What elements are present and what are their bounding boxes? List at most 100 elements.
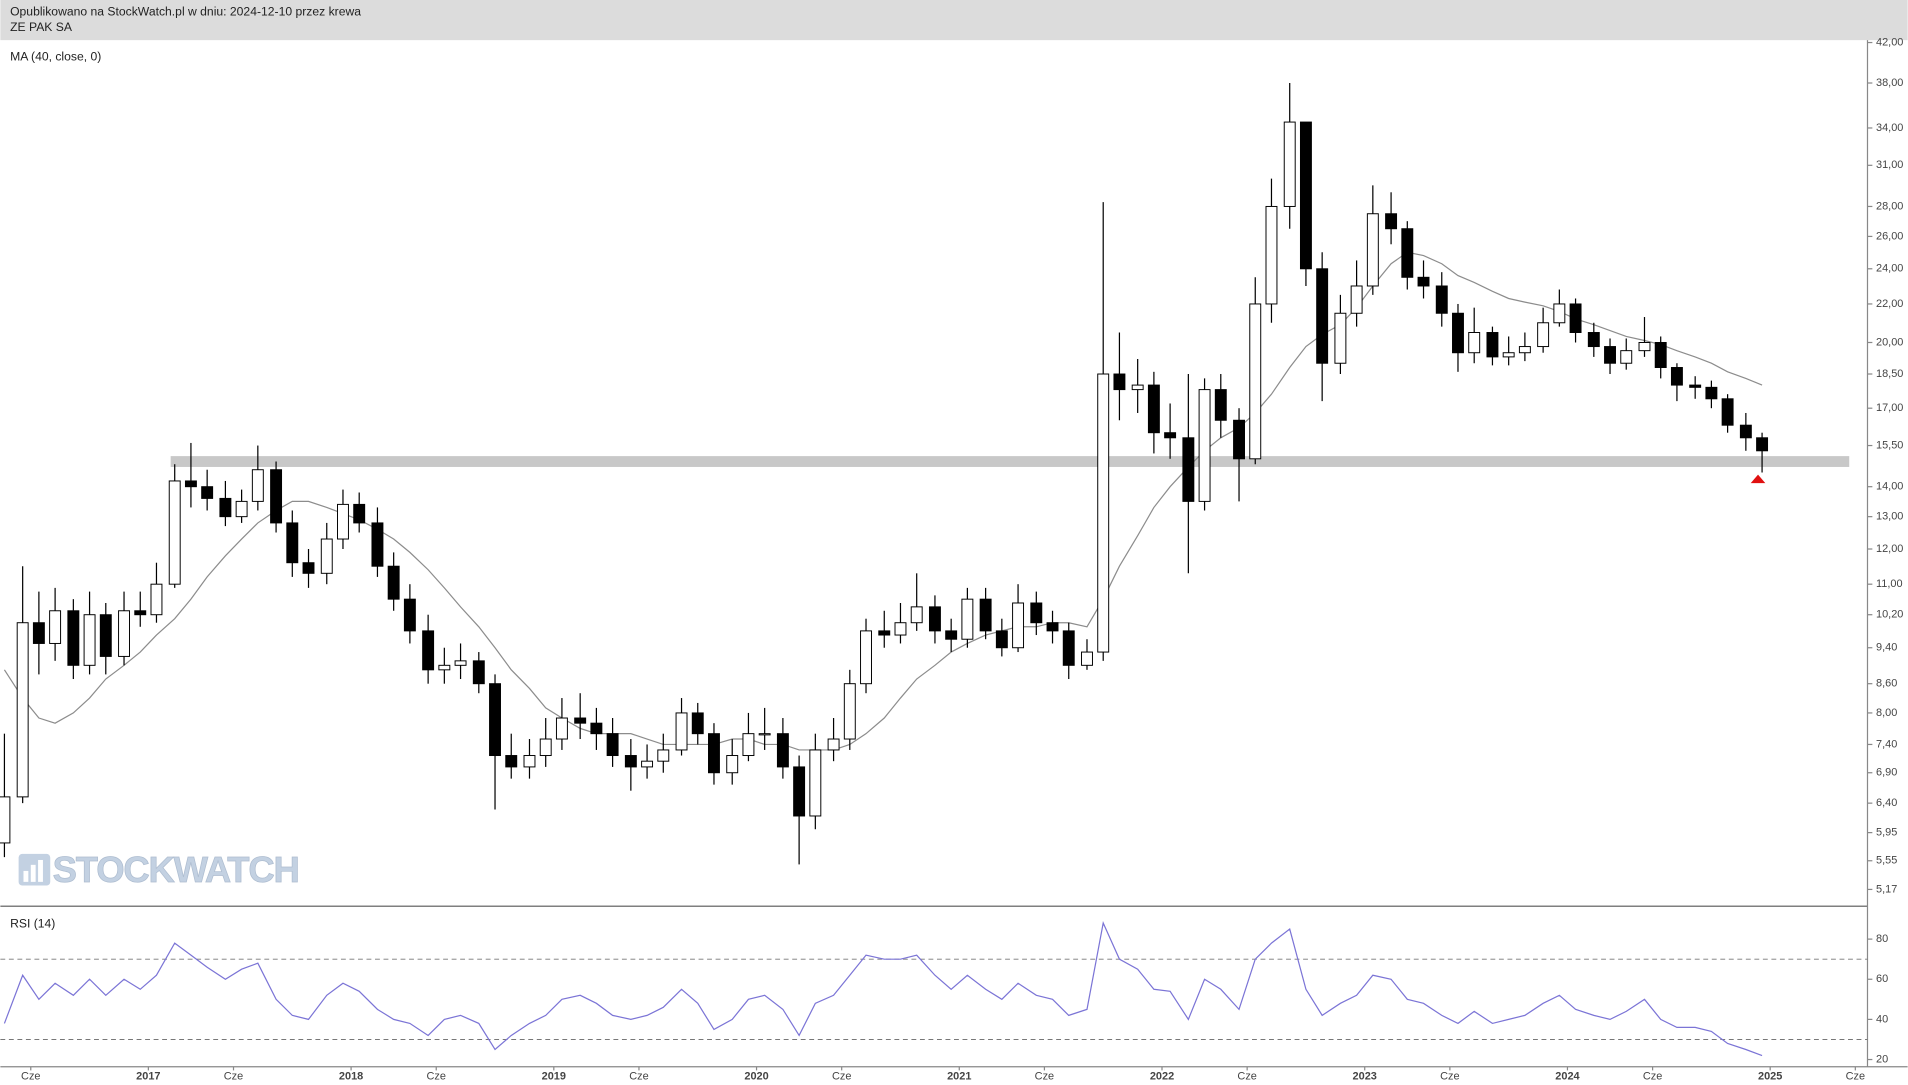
x-tick-label: Cze xyxy=(1035,1070,1054,1082)
candle-body xyxy=(1569,303,1582,333)
candle-body xyxy=(49,610,62,644)
candle-body xyxy=(1062,630,1075,666)
x-tick-label: Cze xyxy=(224,1070,243,1082)
y-tick-label: 8,00 xyxy=(1876,707,1897,719)
y-tick-label: 60 xyxy=(1876,973,1888,985)
candle-body xyxy=(641,760,654,768)
candle-body xyxy=(422,630,435,671)
candle-body xyxy=(1198,389,1211,502)
candle-body xyxy=(1283,121,1296,207)
candle-body xyxy=(860,630,872,685)
candle-body xyxy=(16,622,29,798)
y-tick-label: 13,00 xyxy=(1876,511,1903,523)
candle-body xyxy=(0,796,11,844)
candle-body xyxy=(827,738,840,751)
candle-body xyxy=(387,565,400,600)
y-tick-label: 26,00 xyxy=(1876,230,1903,242)
candle-body xyxy=(1233,419,1245,460)
candle-body xyxy=(320,538,333,574)
y-tick-label: 5,17 xyxy=(1876,883,1897,895)
x-tick-label: 2019 xyxy=(542,1070,566,1082)
candle-body xyxy=(995,630,1008,649)
candle-body xyxy=(1518,346,1531,354)
header-bar xyxy=(0,0,1908,41)
candle-body xyxy=(32,622,45,644)
candle-body xyxy=(1081,651,1093,666)
candle-body xyxy=(1739,424,1752,439)
y-tick-label: 5,55 xyxy=(1876,855,1897,867)
candle-body xyxy=(1113,373,1126,391)
x-tick-label: 2023 xyxy=(1353,1070,1377,1082)
y-tick-label: 40 xyxy=(1876,1013,1888,1025)
x-tick-label: Cze xyxy=(629,1070,648,1082)
candle-body xyxy=(67,610,80,666)
x-tick-label: Cze xyxy=(1237,1070,1256,1082)
candle-body xyxy=(910,606,923,624)
x-tick-label: 2018 xyxy=(339,1070,363,1082)
candle-body xyxy=(574,717,587,724)
y-tick-label: 20,00 xyxy=(1876,336,1903,348)
candle-body xyxy=(539,738,552,757)
candle-body xyxy=(1401,228,1414,278)
candle-body xyxy=(675,712,688,751)
candle-body xyxy=(1265,205,1278,305)
x-tick-label: 2024 xyxy=(1555,1070,1580,1082)
x-tick-label: 2017 xyxy=(136,1070,160,1082)
candle-body xyxy=(928,606,941,632)
x-tick-label: Cze xyxy=(1846,1070,1865,1082)
candle-body xyxy=(1756,437,1769,452)
candle-body xyxy=(1587,332,1600,348)
y-tick-label: 24,00 xyxy=(1876,263,1903,275)
candle-body xyxy=(201,486,214,499)
candle-body xyxy=(371,522,384,567)
candle-body xyxy=(1638,342,1651,352)
candle-body xyxy=(235,500,248,518)
candle-body xyxy=(1249,303,1262,460)
candle-body xyxy=(353,503,366,524)
line-series xyxy=(3,921,1763,1057)
header-title: ZE PAK SA xyxy=(10,20,73,34)
candle-body xyxy=(1468,332,1481,354)
x-tick-label: Cze xyxy=(21,1070,40,1082)
candle-body xyxy=(1147,384,1160,434)
candle-body xyxy=(1097,373,1110,653)
watermark-icon-bar xyxy=(23,870,29,882)
candle-body xyxy=(1214,389,1227,421)
candle-body xyxy=(1435,285,1448,314)
candle-body xyxy=(624,755,637,768)
ma-label: MA (40, close, 0) xyxy=(10,49,101,63)
y-tick-label: 5,95 xyxy=(1876,827,1897,839)
x-tick-label: Cze xyxy=(832,1070,851,1082)
candle-body xyxy=(809,749,822,817)
y-tick-label: 7,40 xyxy=(1876,738,1897,750)
y-tick-label: 17,00 xyxy=(1876,402,1903,414)
candle-body xyxy=(1012,602,1025,649)
candle-body xyxy=(1537,322,1550,348)
candle-body xyxy=(1046,622,1059,632)
candle-body xyxy=(793,766,806,817)
candle-body xyxy=(403,598,416,632)
watermark-icon-bar xyxy=(30,864,36,882)
candle-body xyxy=(1553,303,1566,324)
y-tick-label: 38,00 xyxy=(1876,77,1903,89)
y-tick-label: 34,00 xyxy=(1876,122,1903,134)
candle-body xyxy=(1182,437,1195,502)
y-tick-label: 10,20 xyxy=(1876,609,1903,621)
y-tick-label: 8,60 xyxy=(1876,678,1897,690)
candle-body xyxy=(961,598,974,640)
y-tick-label: 15,50 xyxy=(1876,439,1903,451)
candle-body xyxy=(134,610,147,616)
candle-body xyxy=(1689,384,1702,388)
candle-body xyxy=(337,503,349,540)
candle-body xyxy=(708,733,720,774)
watermark-icon-bar xyxy=(38,859,43,882)
y-tick-label: 20 xyxy=(1876,1053,1888,1065)
candle-body xyxy=(99,614,112,657)
candle-body xyxy=(657,749,670,762)
candle-body xyxy=(590,722,603,735)
candle-body xyxy=(118,610,130,657)
x-tick-label: 2025 xyxy=(1758,1070,1782,1082)
line-series xyxy=(3,251,1763,751)
watermark-text: STOCKWATCH xyxy=(53,849,299,890)
